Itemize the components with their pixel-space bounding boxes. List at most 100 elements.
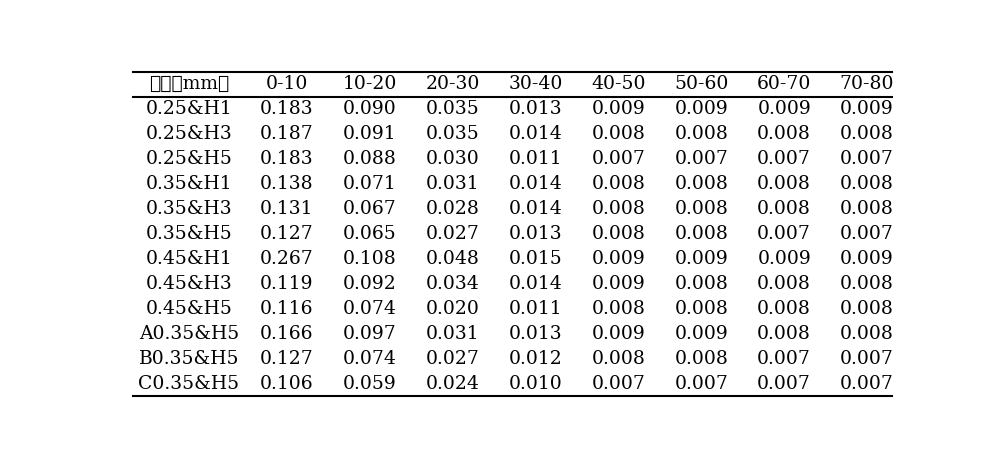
Text: 0.097: 0.097 — [343, 325, 396, 343]
Text: 0.014: 0.014 — [508, 275, 562, 293]
Text: 0.008: 0.008 — [591, 350, 645, 368]
Text: 0.007: 0.007 — [591, 375, 645, 393]
Text: 0.008: 0.008 — [591, 300, 645, 318]
Text: 0.008: 0.008 — [757, 275, 811, 293]
Text: 0.119: 0.119 — [260, 275, 313, 293]
Text: 0.008: 0.008 — [591, 125, 645, 143]
Text: B0.35&H5: B0.35&H5 — [139, 350, 239, 368]
Text: 0.35&H5: 0.35&H5 — [146, 225, 232, 243]
Text: 0.183: 0.183 — [260, 100, 313, 118]
Text: 0.127: 0.127 — [260, 350, 313, 368]
Text: 10-20: 10-20 — [342, 75, 397, 93]
Text: 0.011: 0.011 — [509, 150, 562, 168]
Text: 0.008: 0.008 — [757, 125, 811, 143]
Text: 0.011: 0.011 — [509, 300, 562, 318]
Text: 0.009: 0.009 — [591, 250, 645, 268]
Text: 0.45&H5: 0.45&H5 — [146, 300, 232, 318]
Text: 0.024: 0.024 — [426, 375, 479, 393]
Text: 0.45&H3: 0.45&H3 — [146, 275, 232, 293]
Text: 0.008: 0.008 — [591, 200, 645, 218]
Text: 0.009: 0.009 — [757, 100, 811, 118]
Text: 0.008: 0.008 — [840, 300, 894, 318]
Text: 0.25&H5: 0.25&H5 — [146, 150, 232, 168]
Text: 0.008: 0.008 — [840, 325, 894, 343]
Text: 0.008: 0.008 — [674, 300, 728, 318]
Text: 深度（mm）: 深度（mm） — [149, 75, 229, 93]
Text: 0.013: 0.013 — [509, 100, 562, 118]
Text: 70-80: 70-80 — [840, 75, 894, 93]
Text: 20-30: 20-30 — [425, 75, 480, 93]
Text: 0.067: 0.067 — [343, 200, 396, 218]
Text: 0.008: 0.008 — [840, 275, 894, 293]
Text: 0.007: 0.007 — [757, 225, 811, 243]
Text: 0.25&H3: 0.25&H3 — [146, 125, 232, 143]
Text: 0.034: 0.034 — [426, 275, 479, 293]
Text: 0.035: 0.035 — [426, 125, 479, 143]
Text: 0.183: 0.183 — [260, 150, 313, 168]
Text: 0.014: 0.014 — [508, 125, 562, 143]
Text: 0.091: 0.091 — [343, 125, 396, 143]
Text: 0.088: 0.088 — [343, 150, 396, 168]
Text: 0.009: 0.009 — [591, 100, 645, 118]
Text: 0.008: 0.008 — [674, 225, 728, 243]
Text: 0.013: 0.013 — [509, 325, 562, 343]
Text: 0.009: 0.009 — [674, 250, 728, 268]
Text: 0.007: 0.007 — [757, 375, 811, 393]
Text: 0.007: 0.007 — [840, 150, 894, 168]
Text: 0.008: 0.008 — [674, 175, 728, 193]
Text: 0.138: 0.138 — [260, 175, 313, 193]
Text: 0.131: 0.131 — [260, 200, 313, 218]
Text: 0.014: 0.014 — [508, 200, 562, 218]
Text: 0.187: 0.187 — [260, 125, 313, 143]
Text: 0.009: 0.009 — [840, 100, 894, 118]
Text: 0.35&H3: 0.35&H3 — [146, 200, 232, 218]
Text: 0.008: 0.008 — [674, 275, 728, 293]
Text: 0.027: 0.027 — [426, 350, 479, 368]
Text: 0.035: 0.035 — [426, 100, 479, 118]
Text: 0.127: 0.127 — [260, 225, 313, 243]
Text: 0.008: 0.008 — [840, 175, 894, 193]
Text: 0.008: 0.008 — [674, 350, 728, 368]
Text: 0.059: 0.059 — [343, 375, 396, 393]
Text: 0.012: 0.012 — [508, 350, 562, 368]
Text: 0.007: 0.007 — [591, 150, 645, 168]
Text: 0.074: 0.074 — [343, 350, 396, 368]
Text: 0.35&H1: 0.35&H1 — [146, 175, 232, 193]
Text: 0.25&H1: 0.25&H1 — [146, 100, 232, 118]
Text: 60-70: 60-70 — [757, 75, 811, 93]
Text: 0.008: 0.008 — [757, 175, 811, 193]
Text: 0.065: 0.065 — [343, 225, 396, 243]
Text: 0.013: 0.013 — [509, 225, 562, 243]
Text: 0.009: 0.009 — [757, 250, 811, 268]
Text: 0-10: 0-10 — [265, 75, 308, 93]
Text: 0.008: 0.008 — [757, 325, 811, 343]
Text: 0.007: 0.007 — [757, 350, 811, 368]
Text: 0.166: 0.166 — [260, 325, 313, 343]
Text: 0.008: 0.008 — [840, 125, 894, 143]
Text: 0.048: 0.048 — [426, 250, 479, 268]
Text: 0.007: 0.007 — [757, 150, 811, 168]
Text: 30-40: 30-40 — [508, 75, 563, 93]
Text: 0.108: 0.108 — [343, 250, 396, 268]
Text: 0.009: 0.009 — [674, 325, 728, 343]
Text: 0.009: 0.009 — [591, 275, 645, 293]
Text: 0.074: 0.074 — [343, 300, 396, 318]
Text: 0.008: 0.008 — [591, 175, 645, 193]
Text: 0.009: 0.009 — [591, 325, 645, 343]
Text: 0.116: 0.116 — [260, 300, 313, 318]
Text: 0.007: 0.007 — [674, 150, 728, 168]
Text: 0.010: 0.010 — [508, 375, 562, 393]
Text: 0.007: 0.007 — [840, 225, 894, 243]
Text: 0.008: 0.008 — [840, 200, 894, 218]
Text: 0.020: 0.020 — [426, 300, 479, 318]
Text: 0.008: 0.008 — [757, 300, 811, 318]
Text: 0.092: 0.092 — [343, 275, 396, 293]
Text: 0.007: 0.007 — [840, 375, 894, 393]
Text: 50-60: 50-60 — [674, 75, 728, 93]
Text: 0.071: 0.071 — [343, 175, 396, 193]
Text: 0.030: 0.030 — [426, 150, 479, 168]
Text: 0.031: 0.031 — [426, 175, 479, 193]
Text: 0.007: 0.007 — [674, 375, 728, 393]
Text: 0.015: 0.015 — [508, 250, 562, 268]
Text: 0.106: 0.106 — [260, 375, 313, 393]
